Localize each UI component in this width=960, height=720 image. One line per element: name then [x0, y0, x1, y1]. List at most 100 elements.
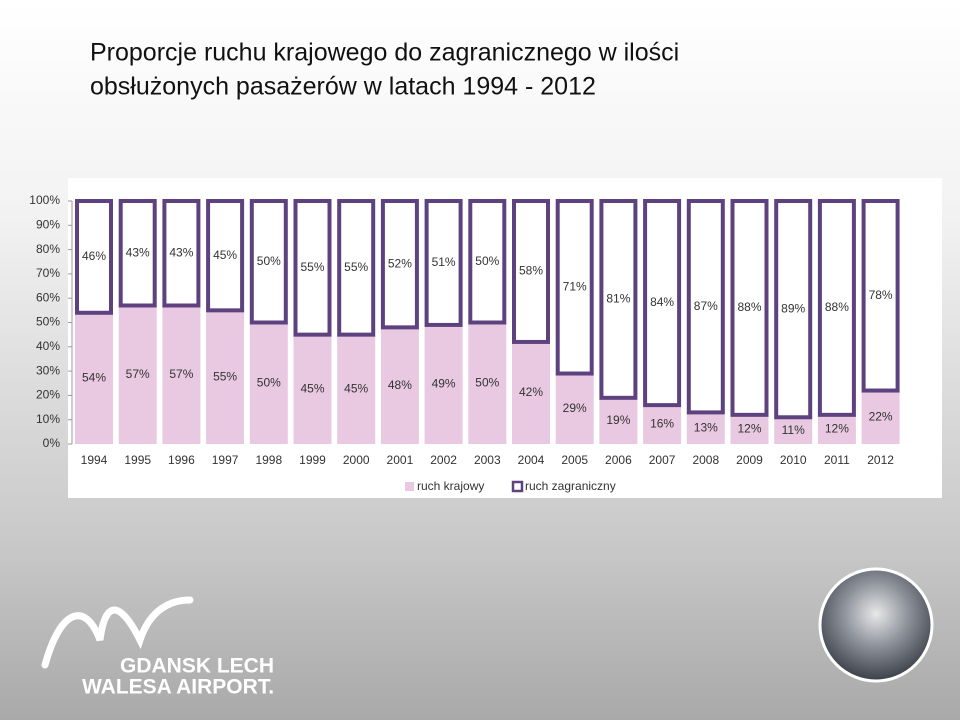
- bar-segment: [118, 305, 157, 444]
- x-tick-label: 2005: [561, 453, 588, 467]
- bar-segment: [817, 199, 856, 417]
- value-label: 52%: [388, 256, 412, 270]
- value-label: 45%: [344, 381, 368, 395]
- x-tick-label: 1996: [168, 453, 195, 467]
- bar-segment: [468, 322, 507, 444]
- value-label: 46%: [82, 249, 106, 263]
- legend-label: ruch zagraniczny: [525, 479, 616, 493]
- x-tick-label: 1997: [212, 453, 239, 467]
- value-label: 55%: [344, 260, 368, 274]
- value-label: 57%: [169, 367, 193, 381]
- x-tick-label: 2012: [867, 453, 894, 467]
- bar-segment: [206, 310, 245, 444]
- value-label: 43%: [169, 245, 193, 259]
- y-tick-label: 0%: [43, 436, 61, 450]
- legend-swatch: [511, 480, 524, 493]
- value-label: 12%: [737, 422, 761, 436]
- bar-segment: [599, 397, 638, 444]
- x-tick-label: 1999: [299, 453, 326, 467]
- bar-segment: [424, 324, 463, 444]
- y-tick-label: 60%: [36, 290, 60, 304]
- bar-segment: [861, 390, 900, 444]
- x-tick-label: 1995: [124, 453, 151, 467]
- value-label: 48%: [388, 378, 412, 392]
- bar-segment: [118, 199, 157, 308]
- value-label: 50%: [257, 254, 281, 268]
- x-tick-label: 2001: [387, 453, 414, 467]
- y-tick-label: 80%: [36, 242, 60, 256]
- y-tick-label: 10%: [36, 412, 60, 426]
- value-label: 45%: [213, 248, 237, 262]
- logo-text: WALESA AIRPORT.: [82, 676, 274, 699]
- value-label: 88%: [737, 300, 761, 314]
- value-label: 88%: [825, 300, 849, 314]
- bar-segment: [380, 327, 419, 444]
- x-tick-label: 1998: [255, 453, 282, 467]
- bar-segment: [75, 199, 113, 315]
- bar-segment: [643, 405, 682, 444]
- value-label: 54%: [82, 371, 106, 385]
- x-tick-label: 2003: [474, 453, 501, 467]
- bar-segment: [686, 412, 725, 444]
- value-label: 42%: [519, 385, 543, 399]
- logo-text: GDANSK LECH: [120, 655, 274, 678]
- bar-segment: [424, 199, 463, 327]
- bar-segment: [512, 199, 550, 344]
- y-tick-label: 100%: [29, 193, 60, 207]
- value-label: 87%: [694, 299, 718, 313]
- bar-segment: [599, 199, 638, 400]
- legend-swatch: [405, 482, 414, 491]
- legend-label: ruch krajowy: [417, 479, 484, 493]
- bar-segment: [643, 199, 682, 408]
- value-label: 58%: [519, 264, 543, 278]
- value-label: 50%: [257, 375, 281, 389]
- x-tick-label: 2002: [430, 453, 457, 467]
- value-label: 43%: [126, 245, 150, 259]
- y-tick-label: 40%: [36, 339, 60, 353]
- airport-photo: [818, 567, 934, 683]
- value-label: 57%: [126, 367, 150, 381]
- value-label: 55%: [213, 369, 237, 383]
- value-label: 12%: [825, 422, 849, 436]
- value-label: 71%: [563, 279, 587, 293]
- bar-segment: [730, 199, 769, 417]
- bar-segment: [75, 312, 113, 444]
- value-label: 45%: [300, 381, 324, 395]
- x-tick-label: 2008: [692, 453, 719, 467]
- bar-segment: [555, 199, 594, 376]
- bar-segment: [206, 199, 245, 313]
- x-tick-label: 2000: [343, 453, 370, 467]
- bar-segment: [468, 199, 507, 325]
- bar-segment: [293, 199, 332, 337]
- value-label: 16%: [650, 417, 674, 431]
- value-label: 49%: [432, 377, 456, 391]
- bar-segment: [380, 199, 419, 330]
- title-line: obsłużonych pasażerów w latach 1994 - 20…: [90, 73, 596, 101]
- bar-segment: [730, 414, 769, 444]
- value-label: 89%: [781, 301, 805, 315]
- bar-segment: [686, 199, 725, 415]
- x-tick-label: 2004: [518, 453, 545, 467]
- value-label: 50%: [475, 375, 499, 389]
- bar-segment: [337, 334, 376, 444]
- bar-segment: [774, 199, 813, 420]
- bar-segment: [249, 322, 288, 444]
- x-tick-label: 2006: [605, 453, 632, 467]
- bar-segment: [249, 199, 288, 325]
- bar-segment: [337, 199, 376, 337]
- bar-segment: [861, 199, 900, 393]
- bar-segment: [162, 199, 201, 308]
- title-line: Proporcje ruchu krajowego do zagraniczne…: [90, 39, 679, 67]
- y-tick-label: 20%: [36, 388, 60, 402]
- value-label: 29%: [563, 401, 587, 415]
- bar-segment: [774, 417, 813, 444]
- y-tick-label: 30%: [36, 363, 60, 377]
- bar-segment: [817, 414, 856, 444]
- bar-segment: [162, 305, 201, 444]
- value-label: 51%: [432, 255, 456, 269]
- value-label: 84%: [650, 295, 674, 309]
- y-tick-label: 70%: [36, 266, 60, 280]
- bar-segment: [293, 334, 332, 444]
